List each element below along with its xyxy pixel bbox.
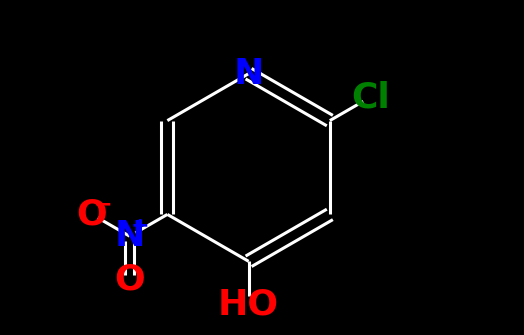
Text: HO: HO — [218, 288, 279, 322]
Text: +: + — [131, 216, 150, 236]
Text: N: N — [114, 219, 145, 253]
Text: O: O — [77, 197, 107, 231]
Text: Cl: Cl — [351, 80, 390, 114]
Text: −: − — [93, 194, 112, 214]
Text: N: N — [233, 57, 264, 91]
Text: O: O — [114, 263, 145, 297]
